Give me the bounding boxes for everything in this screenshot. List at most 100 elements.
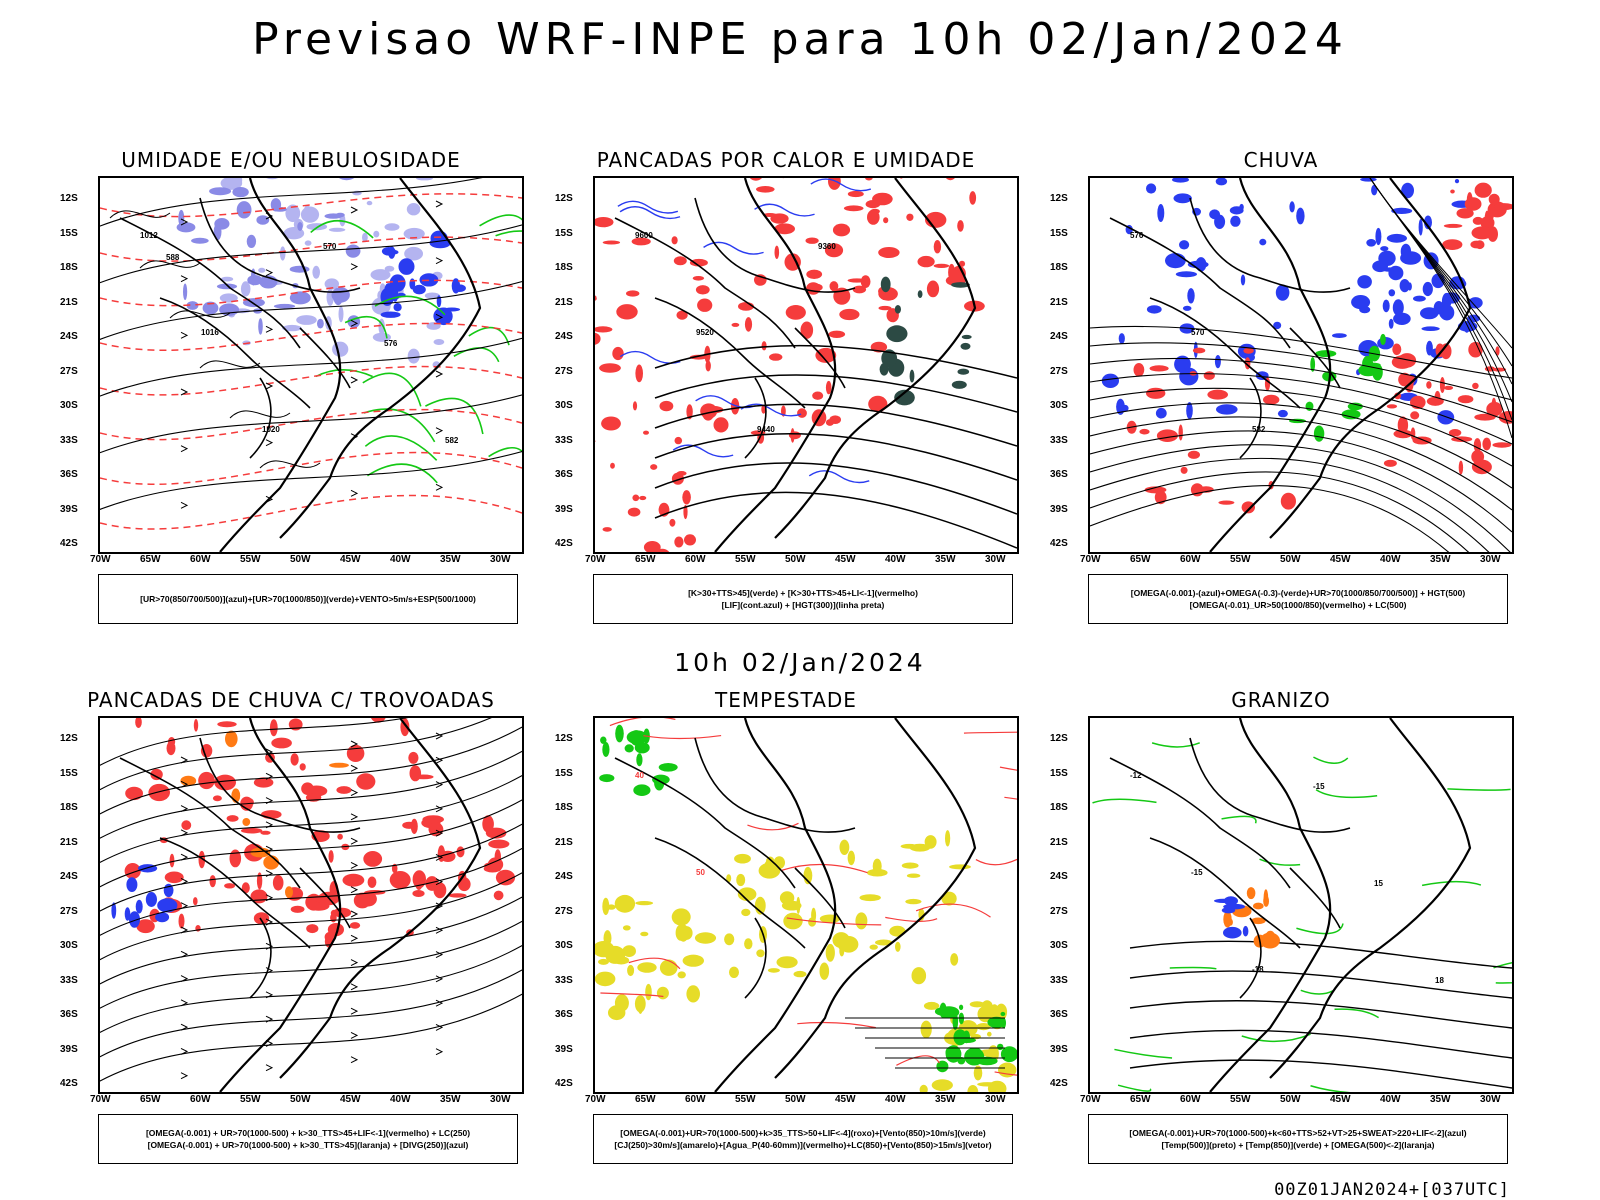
divergence-area xyxy=(124,907,131,921)
forecast-panel-1: UMIDADE E/OU NEBULOSIDADE 12S 15S 18S 21S 24S… xyxy=(56,148,526,628)
omega-area xyxy=(1431,273,1445,289)
jet-stream-area xyxy=(945,830,951,847)
thunderstorm-area xyxy=(353,892,371,909)
streamline-arrow xyxy=(265,1064,274,1072)
streamline-arrow xyxy=(435,1048,444,1056)
instability-area xyxy=(933,263,950,268)
jet-stream-area xyxy=(967,1085,979,1092)
wind-vector-arrow xyxy=(350,489,359,497)
lon-tick-label: 60W xyxy=(190,1094,211,1105)
omega-area xyxy=(1277,409,1288,418)
jet-stream-area xyxy=(726,874,732,883)
thunderstorm-area xyxy=(336,786,352,794)
lat-tick-label: 24S xyxy=(555,871,573,882)
humidity-area xyxy=(266,178,279,180)
humidity-area xyxy=(176,222,196,233)
contour-label: 582 xyxy=(445,436,459,445)
instability-area xyxy=(958,260,966,267)
humidity-area xyxy=(186,301,199,310)
thunderstorm-weak-area xyxy=(225,730,238,748)
lat-tick-label: 42S xyxy=(1050,1078,1068,1089)
rain-area xyxy=(1241,501,1255,514)
moisture-area xyxy=(951,380,967,389)
streamline-arrow xyxy=(435,926,444,934)
humidity-area xyxy=(232,187,249,198)
omega-500-area xyxy=(1250,917,1266,925)
jet-stream-area xyxy=(736,873,746,887)
thunderstorm-area xyxy=(164,871,184,884)
humidity-contour xyxy=(488,447,522,458)
thunderstorm-area xyxy=(337,833,343,840)
thunderstorm-area xyxy=(226,815,239,822)
jet-stream-area xyxy=(847,850,855,866)
thunderstorm-area xyxy=(212,795,222,802)
omega-area xyxy=(1239,203,1244,211)
thunderstorm-area xyxy=(256,872,263,890)
instability-area xyxy=(917,255,935,268)
omega-area xyxy=(1351,295,1371,310)
lat-tick-label: 18S xyxy=(1050,802,1068,813)
humidity-area xyxy=(219,293,238,303)
thunderstorm-area xyxy=(330,909,338,917)
rain-area xyxy=(1488,193,1500,206)
thunderstorm-area xyxy=(363,851,383,867)
lon-tick-label: 55W xyxy=(735,1094,756,1105)
jet-stream-area xyxy=(659,959,678,976)
instability-area xyxy=(612,346,624,361)
divergence-area xyxy=(155,912,170,923)
moisture-area xyxy=(886,325,908,343)
lat-tick-label: 24S xyxy=(60,871,78,882)
wind-850-area xyxy=(602,742,610,757)
omega-strong-area xyxy=(1380,333,1386,346)
jet-stream-area xyxy=(981,1012,1000,1017)
omega-area xyxy=(1157,204,1165,222)
lon-tick-label: 30W xyxy=(985,1094,1006,1105)
contour-label: 9520 xyxy=(696,328,714,337)
temp-500-contour xyxy=(1129,940,1512,969)
lat-tick-label: 18S xyxy=(60,262,78,273)
rain-area xyxy=(1410,411,1420,420)
rain-area xyxy=(1448,429,1462,437)
rain-area xyxy=(1146,387,1166,399)
political-border xyxy=(1109,197,1351,459)
instability-area xyxy=(872,192,893,206)
contour-label: 9360 xyxy=(818,242,836,251)
instability-area xyxy=(676,471,687,476)
contour-label: 570 xyxy=(323,242,337,251)
humidity-contour xyxy=(425,397,484,435)
temp-500-contour xyxy=(1129,1029,1512,1059)
thunderstorm-weak-area xyxy=(329,762,349,768)
streamline-arrow xyxy=(350,959,359,967)
instability-area xyxy=(828,330,846,338)
lat-tick-label: 27S xyxy=(555,365,573,377)
subtitle: 10h 02/Jan/2024 xyxy=(674,648,926,677)
hail-area xyxy=(1221,907,1236,914)
thunderstorm-area xyxy=(422,815,445,824)
precipitable-water-contour xyxy=(994,1071,1017,1076)
humidity-area xyxy=(380,311,401,318)
instability-area xyxy=(829,415,841,424)
rain-area xyxy=(1426,381,1432,389)
thickness-contour xyxy=(100,365,522,396)
coastline xyxy=(714,718,977,1092)
humidity-area xyxy=(270,198,282,212)
rain-area xyxy=(1488,204,1494,222)
legend-line: [OMEGA(-0.001)+UR>70(1000-500)+k>35_TTS>… xyxy=(620,1128,986,1138)
omega-area xyxy=(1378,250,1396,266)
contour-label: 9440 xyxy=(757,425,775,434)
humidity-area xyxy=(178,209,185,227)
contour-label: -15 xyxy=(1191,868,1203,877)
wind-850-area xyxy=(987,1016,1006,1028)
thunderstorm-area xyxy=(261,810,282,819)
thickness-contour xyxy=(100,279,522,307)
streamline xyxy=(100,993,522,1082)
omega-area xyxy=(1439,304,1455,321)
omega-area xyxy=(1418,219,1423,236)
wind-vector-arrow xyxy=(435,313,444,321)
instability-area xyxy=(676,310,688,320)
thunderstorm-area xyxy=(493,890,504,901)
thunderstorm-area xyxy=(290,905,305,913)
omega-strong-area xyxy=(1347,402,1363,411)
instability-area xyxy=(957,220,964,232)
instability-area xyxy=(650,464,658,470)
